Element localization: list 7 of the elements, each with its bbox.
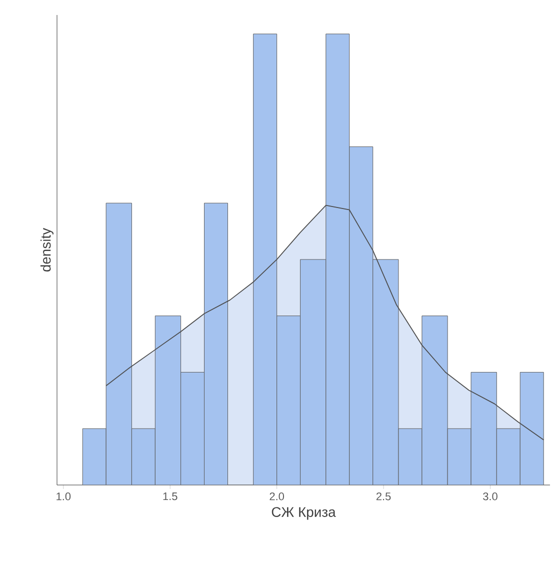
y-axis-title: density [40,228,54,272]
x-tick-label: 2.0 [270,492,284,500]
x-tick-label: 1.0 [56,492,71,500]
x-tick-label: 1.5 [163,492,178,500]
x-tick-label: 2.5 [376,492,391,500]
x-axis-title: СЖ Криза [272,507,336,520]
x-tick-label: 3.0 [483,492,498,500]
